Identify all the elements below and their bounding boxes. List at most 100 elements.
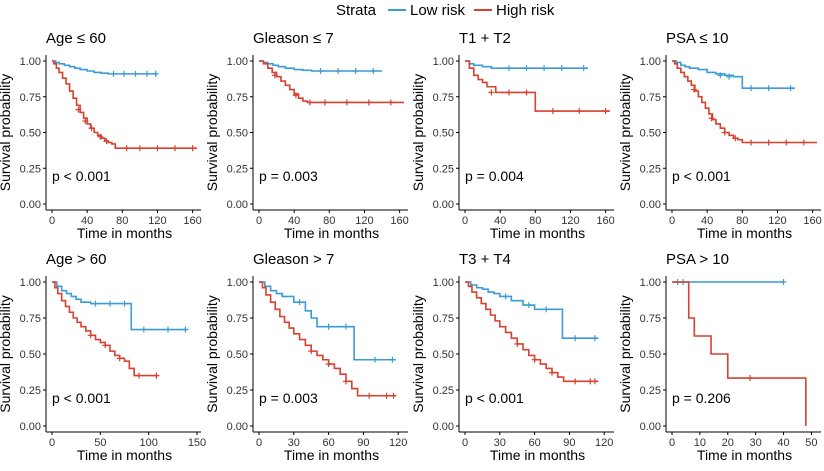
- legend-label-low-risk: Low risk: [410, 2, 466, 19]
- y-tick-label: 1.00: [227, 56, 248, 68]
- y-tick-label: 0.25: [227, 385, 248, 397]
- p-value: p < 0.001: [672, 168, 731, 184]
- y-tick-label: 0.75: [433, 92, 454, 104]
- y-tick-label: 0.50: [227, 128, 248, 140]
- x-tick-label: 120: [595, 437, 613, 449]
- panel-title: Age > 60: [46, 251, 106, 268]
- x-tick-label: 90: [357, 437, 369, 449]
- x-tick-label: 80: [116, 215, 128, 227]
- x-tick-label: 120: [561, 215, 579, 227]
- km-curve-low-risk: [259, 60, 383, 72]
- y-tick-label: 0.00: [20, 199, 41, 211]
- km-curve-low-risk: [465, 281, 599, 339]
- x-tick-label: 90: [563, 437, 575, 449]
- x-axis-label: Time in months: [490, 225, 585, 241]
- km-curve-high-risk: [465, 60, 610, 112]
- panel-title: Age ≤ 60: [46, 30, 106, 47]
- km-curve-high-risk: [465, 281, 599, 383]
- legend-title: Strata: [336, 2, 377, 19]
- p-value: p = 0.206: [672, 390, 731, 406]
- y-tick-label: 1.00: [433, 56, 454, 68]
- x-tick-label: 60: [322, 437, 334, 449]
- km-panel-7: T3 + T4 0.00 0.25 0.50 0.75 1.00 0 30 60 90 120 Tim…: [410, 251, 614, 463]
- y-tick-label: 0.00: [640, 199, 661, 211]
- x-axis-label: Time in months: [490, 447, 585, 463]
- y-tick-label: 1.00: [20, 56, 41, 68]
- x-tick-label: 50: [805, 437, 817, 449]
- y-axis-label: Survival probability: [0, 295, 13, 413]
- y-axis-label: Survival probability: [617, 74, 633, 192]
- x-tick-label: 80: [736, 215, 748, 227]
- y-tick-label: 0.50: [640, 349, 661, 361]
- y-tick-label: 0.75: [20, 92, 41, 104]
- km-curve-low-risk: [52, 281, 188, 331]
- y-axis-label: Survival probability: [410, 74, 426, 192]
- x-tick-label: 150: [188, 437, 206, 449]
- x-tick-label: 160: [183, 215, 201, 227]
- y-tick-label: 0.75: [20, 313, 41, 325]
- km-curve-high-risk: [259, 60, 404, 104]
- km-curve-low-risk: [52, 60, 158, 75]
- x-tick-label: 0: [669, 215, 675, 227]
- x-tick-label: 120: [768, 215, 786, 227]
- y-tick-label: 0.25: [640, 385, 661, 397]
- y-tick-label: 0.50: [640, 128, 661, 140]
- panel-title: PSA > 10: [666, 251, 729, 268]
- x-tick-label: 160: [390, 215, 408, 227]
- km-curve-high-risk: [672, 281, 807, 426]
- y-tick-label: 1.00: [640, 56, 661, 68]
- y-tick-label: 0.00: [227, 421, 248, 433]
- x-tick-label: 40: [288, 215, 300, 227]
- y-tick-label: 1.00: [640, 277, 661, 289]
- x-tick-label: 0: [49, 437, 55, 449]
- x-tick-label: 160: [803, 215, 821, 227]
- y-axis-label: Survival probability: [204, 295, 220, 413]
- x-tick-label: 120: [148, 215, 166, 227]
- x-tick-label: 40: [81, 215, 93, 227]
- y-tick-label: 0.00: [433, 421, 454, 433]
- x-axis-label: Time in months: [77, 225, 172, 241]
- x-axis-label: Time in months: [77, 447, 172, 463]
- km-curve-high-risk: [672, 60, 817, 144]
- x-tick-label: 0: [49, 215, 55, 227]
- y-tick-label: 1.00: [227, 277, 248, 289]
- y-axis-label: Survival probability: [204, 74, 220, 192]
- panel-title: T1 + T2: [459, 30, 511, 47]
- x-tick-label: 10: [694, 437, 706, 449]
- panel-title: Gleason > 7: [253, 251, 334, 268]
- x-tick-label: 0: [462, 437, 468, 449]
- x-tick-label: 30: [288, 437, 300, 449]
- y-tick-label: 0.00: [433, 199, 454, 211]
- km-panel-6: Gleason > 7 0.00 0.25 0.50 0.75 1.00 0 30 60 90 12…: [204, 251, 408, 463]
- x-tick-label: 20: [722, 437, 734, 449]
- x-tick-label: 160: [596, 215, 614, 227]
- p-value: p < 0.001: [52, 390, 111, 406]
- x-tick-label: 120: [389, 437, 407, 449]
- km-panel-8: PSA > 10 0.00 0.25 0.50 0.75 1.00 0 10 20 30 40 50 T…: [617, 251, 821, 463]
- x-tick-label: 0: [669, 437, 675, 449]
- y-tick-label: 0.00: [20, 421, 41, 433]
- y-tick-label: 0.00: [640, 421, 661, 433]
- y-tick-label: 0.75: [227, 92, 248, 104]
- km-panel-5: Age > 60 0.00 0.25 0.50 0.75 1.00 0 50 100 150 Tim…: [0, 251, 206, 463]
- y-axis-label: Survival probability: [410, 295, 426, 413]
- x-tick-label: 30: [750, 437, 762, 449]
- x-tick-label: 40: [777, 437, 789, 449]
- panels: Age ≤ 60 0.00 0.25 0.50 0.75 1.00 0 40 80 120 160 T…: [0, 30, 822, 463]
- y-tick-label: 0.50: [433, 128, 454, 140]
- km-panel-4: PSA ≤ 10 0.00 0.25 0.50 0.75 1.00 0 40 80 120 160 T…: [617, 30, 822, 241]
- panel-title: PSA ≤ 10: [666, 30, 728, 47]
- y-tick-label: 0.75: [640, 92, 661, 104]
- x-tick-label: 0: [256, 437, 262, 449]
- km-curve-low-risk: [672, 60, 796, 89]
- y-tick-label: 1.00: [20, 277, 41, 289]
- y-tick-label: 0.75: [433, 313, 454, 325]
- panel-title: Gleason ≤ 7: [253, 30, 334, 47]
- legend-label-high-risk: High risk: [496, 2, 555, 19]
- x-tick-label: 80: [323, 215, 335, 227]
- legend: Strata Low risk High risk: [336, 2, 555, 19]
- x-tick-label: 80: [529, 215, 541, 227]
- y-tick-label: 0.25: [227, 163, 248, 175]
- y-tick-label: 0.50: [433, 349, 454, 361]
